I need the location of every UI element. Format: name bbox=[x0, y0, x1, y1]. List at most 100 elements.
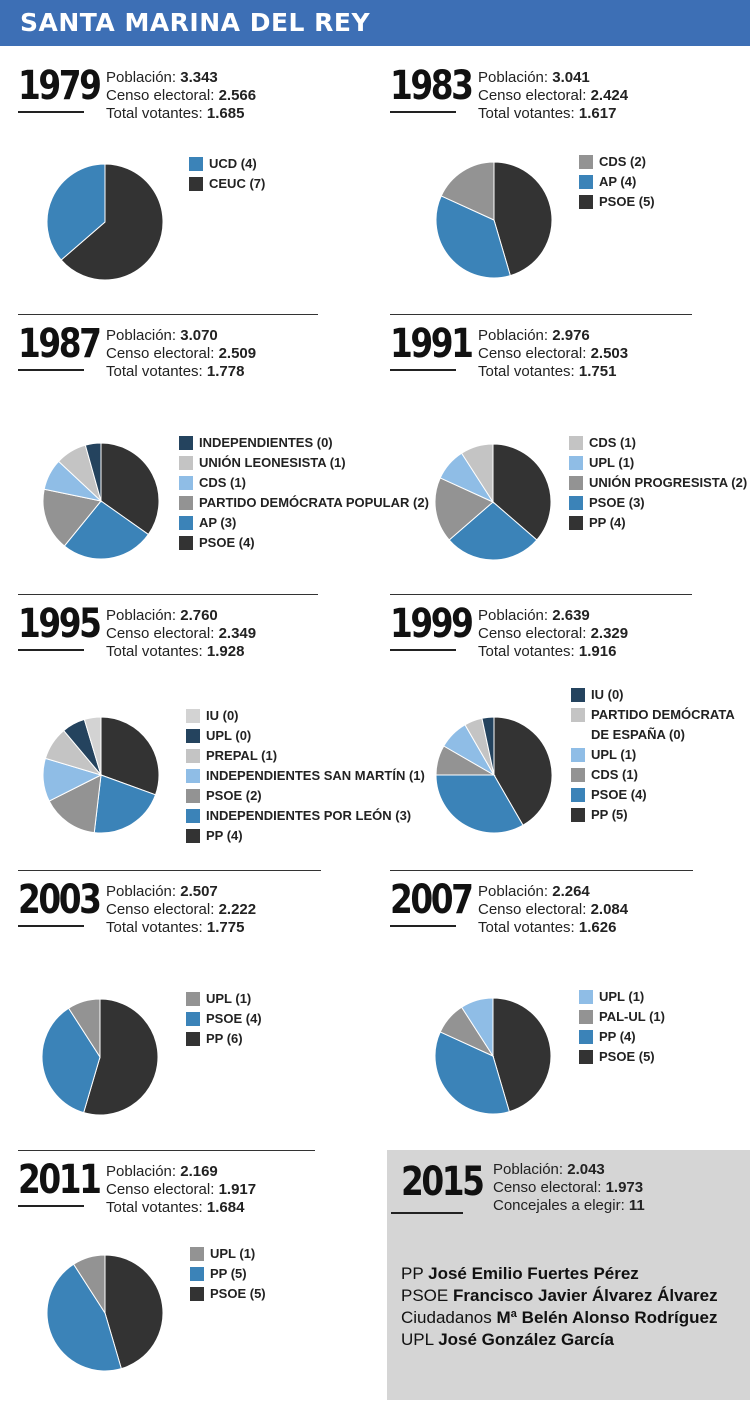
censo-label: Censo electoral: bbox=[478, 901, 587, 918]
legend-item: INDEPENDIENTES POR LEÓN (3) bbox=[186, 806, 425, 826]
pie-slice bbox=[46, 163, 106, 261]
legend-label: CDS (2) bbox=[599, 154, 646, 169]
legend: INDEPENDIENTES (0) UNIÓN LEONESISTA (1) CD… bbox=[179, 433, 429, 553]
legend-swatch bbox=[179, 436, 193, 450]
poblacion-value: 3.070 bbox=[180, 327, 218, 344]
year-label: 1995 bbox=[18, 601, 102, 647]
votantes-label: Total votantes: bbox=[106, 105, 203, 122]
legend-swatch bbox=[569, 436, 583, 450]
pie-slice bbox=[83, 998, 159, 1116]
stats-block: Población: 3.070 Censo electoral: 2.509 To… bbox=[106, 327, 256, 381]
censo-label: Censo electoral: bbox=[478, 87, 587, 104]
legend-item: IU (0) bbox=[571, 685, 741, 705]
legend-item: PSOE (3) bbox=[569, 493, 747, 513]
pie-slice bbox=[435, 195, 511, 279]
poblacion-value: 2.507 bbox=[180, 883, 218, 900]
votantes-label: Total votantes: bbox=[106, 1199, 203, 1216]
legend-item: UPL (1) bbox=[190, 1244, 266, 1264]
legend-item: PAL-UL (1) bbox=[579, 1007, 665, 1027]
pie-chart-1991 bbox=[434, 443, 552, 561]
poblacion-value: 2.639 bbox=[552, 607, 590, 624]
legend-swatch bbox=[579, 1010, 593, 1024]
pie-slice bbox=[41, 1007, 101, 1114]
section-divider bbox=[18, 870, 321, 871]
legend-swatch bbox=[579, 990, 593, 1004]
legend-item: UPL (1) bbox=[579, 987, 665, 1007]
stats-block: Población: 3.041 Censo electoral: 2.424 To… bbox=[478, 69, 628, 123]
legend-swatch bbox=[179, 476, 193, 490]
legend-item: CDS (1) bbox=[571, 765, 741, 785]
legend-item: CDS (1) bbox=[179, 473, 429, 493]
year-label: 2015 bbox=[401, 1159, 485, 1205]
votantes-value: 1.751 bbox=[578, 363, 617, 380]
candidate-party: Ciudadanos bbox=[401, 1308, 492, 1327]
year-underline bbox=[18, 925, 84, 927]
legend-item: UPL (1) bbox=[186, 989, 262, 1009]
legend-item: UPL (1) bbox=[571, 745, 741, 765]
pie-chart-1999 bbox=[435, 716, 553, 834]
legend-item: PSOE (4) bbox=[179, 533, 429, 553]
section-divider bbox=[18, 1150, 315, 1151]
stats-block: Población: 2.043 Censo electoral: 1.973 … bbox=[493, 1161, 645, 1215]
legend-label: PP (4) bbox=[589, 515, 626, 530]
legend: CDS (1) UPL (1) UNIÓN PROGRESISTA (2) PSOE … bbox=[569, 433, 747, 533]
section-divider bbox=[18, 314, 318, 315]
pie-slice bbox=[460, 443, 494, 504]
legend-item: CDS (2) bbox=[579, 152, 655, 172]
stats-block: Población: 2.639 Censo electoral: 2.329 To… bbox=[478, 607, 628, 661]
election-panel-1979: 1979 Población: 3.343 Censo electoral: 2.5… bbox=[18, 56, 358, 316]
section-divider bbox=[390, 314, 692, 315]
censo-value: 2.509 bbox=[218, 345, 257, 362]
legend-item: UNIÓN PROGRESISTA (2) bbox=[569, 473, 747, 493]
legend-label: IU (0) bbox=[591, 687, 624, 702]
poblacion-label: Población: bbox=[478, 883, 549, 900]
legend-label: PSOE (5) bbox=[599, 1049, 655, 1064]
year-underline bbox=[390, 369, 456, 371]
legend-item: PP (4) bbox=[579, 1027, 665, 1047]
pie-chart-2011 bbox=[46, 1254, 164, 1372]
election-panel-2007: 2007 Población: 2.264 Censo electoral: 2.0… bbox=[390, 870, 730, 1130]
candidate-party: PP bbox=[401, 1264, 424, 1283]
legend-swatch bbox=[186, 829, 200, 843]
censo-label: Censo electoral: bbox=[478, 345, 587, 362]
legend-swatch bbox=[186, 789, 200, 803]
legend-label: PARTIDO DEMÓCRATA DE ESPAÑA (0) bbox=[591, 707, 735, 742]
legend-item: PSOE (4) bbox=[186, 1009, 262, 1029]
stats-block: Población: 3.343 Censo electoral: 2.566 To… bbox=[106, 69, 256, 123]
legend-swatch bbox=[571, 708, 585, 722]
legend-label: CDS (1) bbox=[199, 475, 246, 490]
pie-slice bbox=[46, 1263, 122, 1372]
legend-label: UPL (1) bbox=[206, 991, 252, 1006]
votantes-label: Total votantes: bbox=[106, 643, 203, 660]
legend-label: PSOE (2) bbox=[206, 788, 262, 803]
legend-label: AP (3) bbox=[199, 515, 237, 530]
year-label: 1999 bbox=[390, 601, 474, 647]
stats-block: Población: 2.976 Censo electoral: 2.503 To… bbox=[478, 327, 628, 381]
election-panel-1999: 1999 Población: 2.639 Censo electoral: 2.3… bbox=[390, 594, 730, 854]
legend-item: INDEPENDIENTES SAN MARTÍN (1) bbox=[186, 766, 425, 786]
pie-slice bbox=[93, 774, 157, 834]
legend-item: PSOE (5) bbox=[579, 192, 655, 212]
censo-label: Censo electoral: bbox=[106, 901, 215, 918]
legend-label: PSOE (4) bbox=[199, 535, 255, 550]
year-label: 1991 bbox=[390, 321, 474, 367]
legend-label: UNIÓN LEONESISTA (1) bbox=[199, 455, 346, 470]
votantes-value: 1.684 bbox=[206, 1199, 245, 1216]
legend-label: PREPAL (1) bbox=[206, 748, 278, 763]
legend-label: UPL (1) bbox=[591, 747, 637, 762]
legend: IU (0) UPL (0) PREPAL (1) INDEPENDIENTES SA… bbox=[186, 706, 425, 846]
legend-swatch bbox=[569, 496, 583, 510]
section-divider bbox=[18, 594, 318, 595]
pie-slice bbox=[67, 998, 101, 1059]
pie-slice bbox=[72, 1254, 106, 1315]
votantes-value: 1.778 bbox=[206, 363, 245, 380]
legend-swatch bbox=[569, 476, 583, 490]
votantes-label: Total votantes: bbox=[106, 363, 203, 380]
legend-label: PP (5) bbox=[210, 1266, 247, 1281]
censo-value: 2.329 bbox=[590, 625, 629, 642]
year-label: 1979 bbox=[18, 63, 102, 109]
candidate-name: José González García bbox=[438, 1330, 614, 1349]
page-title: SANTA MARINA DEL REY bbox=[20, 8, 371, 37]
legend-swatch bbox=[579, 1050, 593, 1064]
legend-label: INDEPENDIENTES POR LEÓN (3) bbox=[206, 808, 412, 823]
